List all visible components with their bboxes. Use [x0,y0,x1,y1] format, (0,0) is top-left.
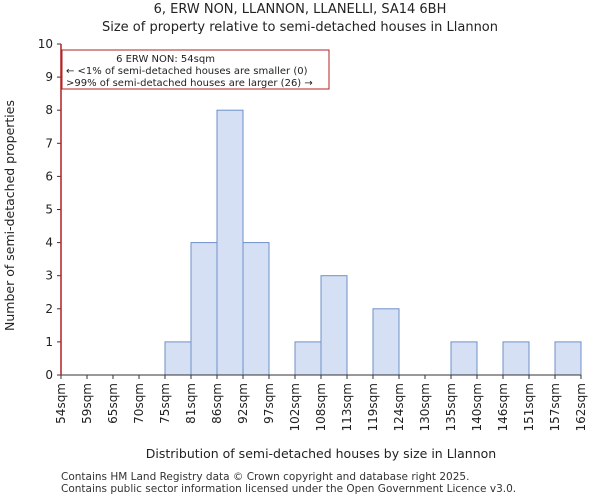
bar-75sqm [164,341,192,376]
y-tick-label: 1 [45,335,53,349]
x-tick-label: 81sqm [184,383,198,424]
y-tick-label: 2 [45,302,53,316]
bar-119sqm [372,308,400,376]
x-tick-label: 54sqm [54,383,68,424]
bar-102sqm [294,341,322,376]
y-tick-label: 4 [45,236,53,250]
labels-layer: 0 1 2 3 4 5 6 7 8 9 10 54sqm 59sqm 65sqm 70sqm 75sqm 81s… [2,37,588,461]
x-tick-label: 59sqm [80,383,94,424]
bars-layer [164,109,582,376]
y-tick-label: 3 [45,269,53,283]
y-tick-label: 10 [38,37,53,51]
annotation-line: >99% of semi-detached houses are larger … [66,78,313,89]
x-tick-label: 151sqm [522,383,536,431]
x-tick-label: 97sqm [262,383,276,424]
bar-108sqm [320,275,348,376]
bar-81sqm [190,242,218,376]
annotation-line: ← <1% of semi-detached houses are smalle… [66,66,308,77]
x-tick-label: 146sqm [496,383,510,431]
axes-layer [57,43,582,379]
annotation-title: 6 ERW NON: 54sqm [116,54,215,65]
annotation-box [61,49,330,90]
x-tick-label: 113sqm [340,383,354,431]
y-axis-title: Number of semi-detached properties [2,100,17,331]
footer-copyright: Contains HM Land Registry data © Crown c… [61,471,470,483]
y-tick-label: 6 [45,169,53,183]
footer-licence: Contains public sector information licen… [61,483,517,495]
x-tick-label: 102sqm [288,383,302,431]
y-tick-label: 0 [45,368,53,382]
x-tick-label: 108sqm [314,383,328,431]
x-axis-title: Distribution of semi-detached houses by … [146,446,496,461]
x-tick-label: 86sqm [210,383,224,424]
x-tick-label: 70sqm [132,383,146,424]
x-tick-label: 162sqm [574,383,588,431]
x-tick-label: 135sqm [444,383,458,431]
chart-subtitle: Size of property relative to semi-detach… [101,20,499,35]
chart-title: 6, ERW NON, LLANNON, LLANELLI, SA14 6BH [153,2,447,17]
x-tick-label: 75sqm [158,383,172,424]
x-tick-label: 140sqm [470,383,484,431]
x-tick-label: 119sqm [366,383,380,431]
annotation-layer: 6 ERW NON: 54sqm← <1% of semi-detached h… [60,44,330,375]
x-tick-label: 124sqm [392,383,406,431]
bar-86sqm [216,109,244,376]
bar-146sqm [502,341,530,376]
bar-157sqm [554,341,582,376]
x-tick-label: 65sqm [106,383,120,424]
bar-92sqm [242,242,270,376]
x-tick-label: 92sqm [236,383,250,424]
y-tick-label: 7 [45,136,53,150]
bar-135sqm [450,341,478,376]
y-tick-label: 8 [45,103,53,117]
x-tick-label: 157sqm [548,383,562,431]
y-tick-label: 5 [45,203,53,217]
y-tick-label: 9 [45,70,53,84]
x-tick-label: 130sqm [418,383,432,431]
